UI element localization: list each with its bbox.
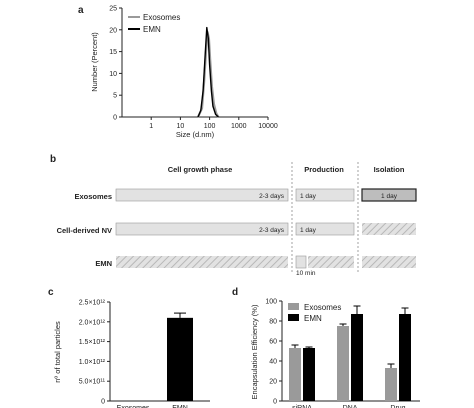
exosomes-growth-bar bbox=[115, 188, 289, 202]
phase-production: Production bbox=[304, 165, 344, 174]
d-bar-drug-emn bbox=[399, 314, 411, 401]
d-x-tick-label: Drug bbox=[390, 405, 405, 408]
a-series-line-emn bbox=[197, 26, 219, 118]
d-bar-dna-exosomes bbox=[337, 326, 349, 401]
c-y-axis-title: nº of total particles bbox=[53, 321, 62, 383]
d-x-tick-label: siRNA bbox=[292, 405, 312, 408]
a-x-tick-label: 100 bbox=[204, 123, 216, 130]
emn-production-hatched bbox=[308, 256, 354, 268]
c-bars bbox=[167, 312, 193, 401]
a-y-tick-label: 0 bbox=[113, 115, 117, 122]
exosomes-growth-text: 2-3 days bbox=[259, 193, 285, 200]
nv-growth-bar bbox=[115, 222, 289, 236]
panel-a-axes bbox=[121, 8, 268, 118]
c-y-tick-label: 2.0×10¹² bbox=[79, 319, 106, 326]
exosomes-isolation-text: 1 day bbox=[381, 193, 398, 200]
a-x-axis-title: Size (d.nm) bbox=[176, 130, 215, 139]
exosomes-isolation-bar bbox=[361, 188, 417, 202]
d-x-tick-label: DNA bbox=[343, 405, 358, 408]
nv-isolation-bar-hatched bbox=[362, 223, 416, 235]
c-y-tick-label: 2.5×10¹² bbox=[79, 300, 106, 307]
exosomes-production-bar bbox=[295, 188, 355, 202]
d-y-tick-label: 40 bbox=[269, 359, 277, 366]
row-label-emn: EMN bbox=[95, 259, 112, 268]
d-legend: Exosomes EMN bbox=[288, 303, 341, 323]
a-y-tick-label: 25 bbox=[109, 6, 117, 13]
a-legend: Exosomes EMN bbox=[128, 13, 180, 34]
phase-growth: Cell growth phase bbox=[168, 165, 233, 174]
d-x-ticks: siRNA DNA Drug bbox=[292, 405, 406, 408]
c-y-ticks: 0 5.0×10¹¹ 1.0×10¹² 1.5×10¹² 2.0×10¹² 2.5×10¹… bbox=[79, 300, 110, 406]
c-bar-emn bbox=[167, 317, 193, 401]
a-legend-label-emn: EMN bbox=[143, 25, 161, 34]
d-y-axis-title: Encapsulation Efficiency (%) bbox=[250, 304, 259, 399]
d-legend-swatch-emn bbox=[288, 314, 299, 321]
a-y-tick-label: 10 bbox=[109, 71, 117, 78]
d-bar-dna-emn bbox=[351, 314, 363, 401]
d-bar-sirna-emn bbox=[303, 348, 315, 401]
emn-production-bar bbox=[295, 255, 307, 269]
emn-isolation-bar-hatched bbox=[362, 256, 416, 268]
d-bars bbox=[289, 305, 411, 401]
a-x-tick-label: 10000 bbox=[258, 123, 278, 130]
nv-production-bar bbox=[295, 222, 355, 236]
panel-d: d 0 20 40 60 80 100 siRNA DNA Drug Encapsulatio… bbox=[232, 287, 420, 408]
nv-growth-text: 2-3 days bbox=[259, 227, 285, 234]
a-y-tick-label: 15 bbox=[109, 49, 117, 56]
panel-a-letter: a bbox=[78, 5, 84, 16]
a-y-tick-label: 20 bbox=[109, 27, 117, 34]
panel-c-letter: c bbox=[48, 287, 54, 298]
c-y-tick-label: 0 bbox=[101, 399, 105, 406]
d-legend-swatch-exosomes bbox=[288, 303, 299, 310]
exosomes-production-text: 1 day bbox=[300, 193, 317, 200]
a-x-tick-label: 1 bbox=[149, 123, 153, 130]
panel-c: c 0 5.0×10¹¹ 1.0×10¹² 1.5×10¹² 2.0×10¹² 2.5×1… bbox=[48, 287, 210, 408]
panel-a: a 0 5 10 15 20 25 1 10 100 1000 10000 Number (Per… bbox=[78, 5, 278, 139]
panel-d-letter: d bbox=[232, 287, 238, 298]
a-y-ticks: 0 5 10 15 20 25 bbox=[109, 6, 122, 122]
a-y-tick-label: 5 bbox=[113, 93, 117, 100]
d-bar-drug-exosomes bbox=[385, 368, 397, 401]
d-y-tick-label: 100 bbox=[265, 299, 277, 306]
d-legend-label-emn: EMN bbox=[304, 314, 322, 323]
c-x-tick-label: Exosomes bbox=[117, 405, 150, 408]
a-x-tick-label: 10 bbox=[177, 123, 185, 130]
a-series bbox=[197, 26, 220, 118]
d-y-tick-label: 0 bbox=[273, 399, 277, 406]
a-x-ticks: 1 10 100 1000 10000 bbox=[149, 117, 278, 130]
panel-b: b Cell growth phase Production Isolation… bbox=[50, 154, 417, 277]
a-legend-label-exosomes: Exosomes bbox=[143, 13, 180, 22]
panel-b-letter: b bbox=[50, 154, 56, 165]
d-y-tick-label: 80 bbox=[269, 319, 277, 326]
d-y-tick-label: 60 bbox=[269, 339, 277, 346]
a-y-axis-title: Number (Percent) bbox=[90, 32, 99, 92]
emn-production-text: 10 min bbox=[296, 270, 316, 277]
d-bar-sirna-exosomes bbox=[289, 348, 301, 401]
row-label-exosomes: Exosomes bbox=[74, 192, 112, 201]
d-legend-label-exosomes: Exosomes bbox=[304, 303, 341, 312]
a-x-tick-label: 1000 bbox=[231, 123, 247, 130]
emn-growth-bar-hatched bbox=[116, 256, 288, 268]
d-y-tick-label: 20 bbox=[269, 379, 277, 386]
c-y-tick-label: 1.5×10¹² bbox=[79, 339, 106, 346]
nv-production-text: 1 day bbox=[300, 227, 317, 234]
c-y-tick-label: 1.0×10¹² bbox=[79, 359, 106, 366]
phase-isolation: Isolation bbox=[374, 165, 405, 174]
c-x-ticks: Exosomes EMN bbox=[117, 405, 188, 408]
d-y-ticks: 0 20 40 60 80 100 bbox=[265, 299, 282, 406]
c-x-tick-label: EMN bbox=[172, 405, 188, 408]
c-y-tick-label: 5.0×10¹¹ bbox=[79, 379, 106, 386]
row-label-cell-derived-nv: Cell-derived NV bbox=[57, 226, 112, 235]
